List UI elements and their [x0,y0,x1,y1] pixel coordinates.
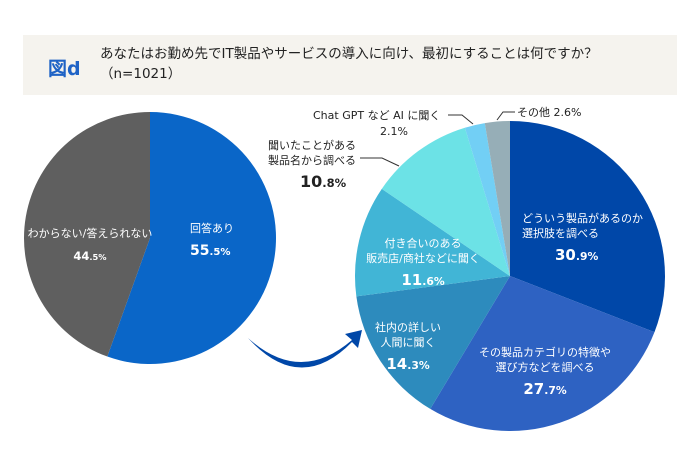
pie-slice [430,276,655,431]
header-box [23,35,677,95]
pie-slice [107,112,277,364]
slice-label: 販売店/商社などに聞く [366,251,480,265]
pie-slice [510,121,665,333]
slice-value: 44.5% [73,249,107,263]
sample-size: （n=1021） [100,66,182,82]
pie-slice [381,127,510,277]
slice-label: 聞いたことがある [268,138,356,152]
slice-label: その製品カテゴリの特徴や [479,345,611,359]
slice-label: 回答あり [190,221,234,235]
slice-label: その他 2.6% [517,106,581,119]
slice-value: 10.8% [300,172,347,191]
slice-label: Chat GPT など AI に聞く [313,109,440,122]
question-text: あなたはお勤め先でIT製品やサービスの導入に向け、最初にすることは何ですか？ [100,46,598,62]
slice-value: 55.5% [190,243,230,259]
leader-line [448,114,474,125]
slice-label: わからない/答えられない [28,226,153,240]
slice-label: どういう製品があるのか [522,211,643,225]
question-title: あなたはお勤め先でIT製品やサービスの導入に向け、最初にすることは何ですか？ （n… [100,44,598,84]
slice-value: 27.7% [523,380,566,398]
pie-slice [24,112,150,357]
slice-value: 2.1% [380,125,408,138]
slice-value: 14.3% [386,355,429,373]
pie-slice [464,123,510,276]
leader-line [360,157,400,167]
pie-slice [356,276,510,409]
pie-slice [484,121,510,276]
slice-label: 付き合いのある [385,236,462,250]
slice-label: 選び方などを調べる [496,360,595,374]
slice-label: 人間に聞く [381,336,436,349]
leader-line [496,111,515,121]
slice-label: 社内の詳しい [375,320,441,334]
arrow-icon [248,330,362,368]
slice-value: 11.6% [401,271,444,289]
figure-label: 図d [48,58,81,80]
pie-slice [355,188,510,297]
slice-label: 選択肢を調べる [522,226,599,240]
slice-label: 製品名から調べる [268,153,356,167]
slice-value: 30.9% [555,246,598,264]
